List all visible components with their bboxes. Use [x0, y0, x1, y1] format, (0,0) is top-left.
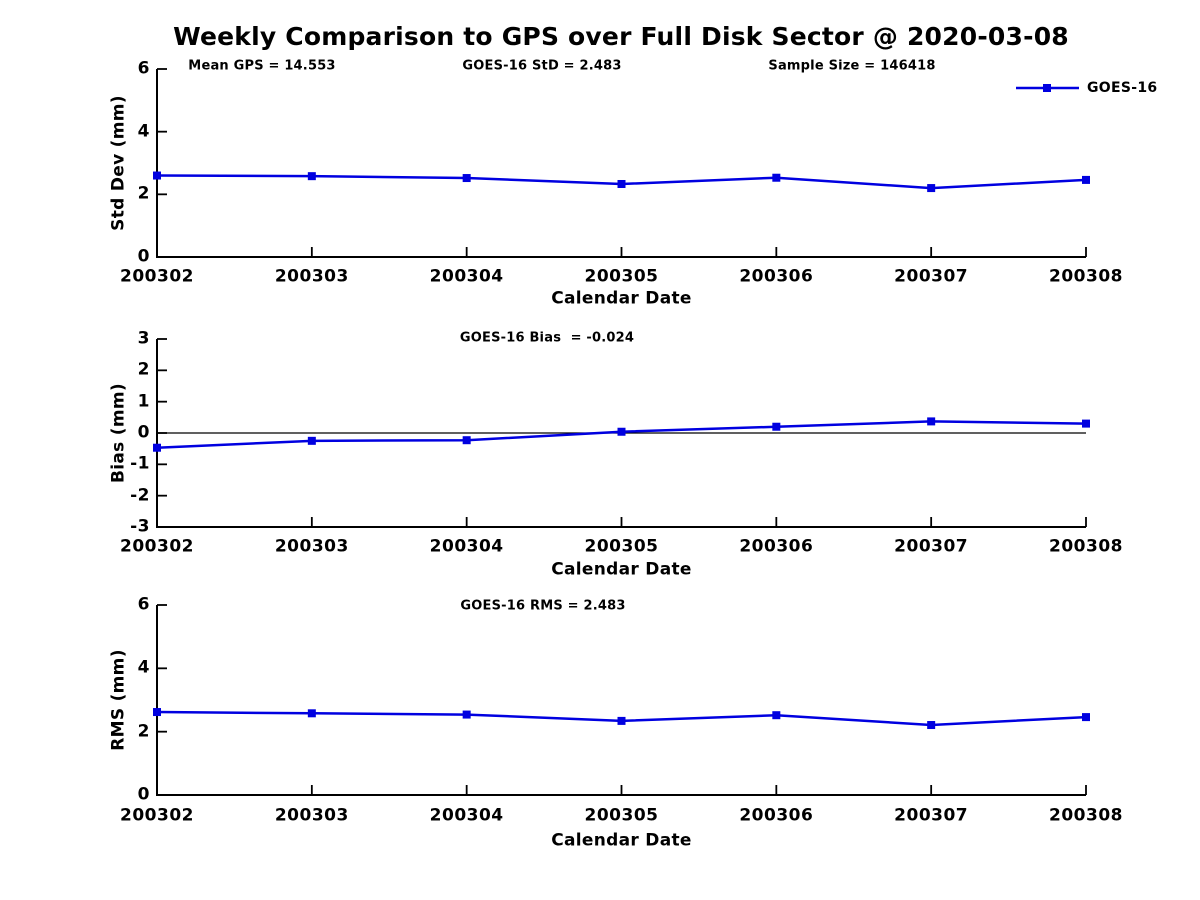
x-tick-label: 200308	[1049, 266, 1123, 287]
annotation-stddev-0: Mean GPS = 14.553	[188, 58, 336, 74]
data-marker	[153, 171, 161, 180]
y-tick-label: 1	[137, 391, 150, 412]
x-tick-label: 200306	[739, 805, 814, 826]
y-tick-label: -3	[130, 516, 150, 537]
data-marker	[927, 184, 936, 193]
data-marker	[617, 427, 626, 436]
y-tick-label: -1	[130, 453, 150, 474]
x-tick-label: 200304	[429, 805, 504, 826]
x-tick-label: 200306	[739, 266, 814, 287]
x-tick-label: 200307	[894, 266, 969, 287]
data-marker	[772, 711, 781, 720]
data-marker	[617, 716, 626, 725]
data-marker	[462, 174, 471, 183]
x-tick-label: 200306	[739, 536, 814, 557]
x-tick-label: 200307	[894, 536, 969, 557]
x-tick-label: 200304	[429, 536, 504, 557]
y-axis-label: Bias (mm)	[108, 383, 129, 483]
page-title: Weekly Comparison to GPS over Full Disk …	[173, 22, 1069, 51]
annotation-bias-0: GOES-16 Bias = -0.024	[459, 330, 635, 346]
x-tick-label: 200302	[120, 266, 194, 287]
data-marker	[153, 443, 161, 452]
annotation-stddev-2: Sample Size = 146418	[768, 58, 936, 74]
data-marker	[772, 422, 781, 431]
y-tick-label: 2	[137, 721, 150, 742]
annotation-stddev-1: GOES-16 StD = 2.483	[462, 58, 622, 74]
y-axis-label: RMS (mm)	[108, 649, 129, 751]
data-marker	[307, 436, 316, 445]
y-tick-label: 4	[137, 121, 150, 142]
x-axis-label: Calendar Date	[551, 559, 692, 580]
data-line	[156, 174, 1087, 190]
x-tick-label: 200304	[429, 266, 504, 287]
x-tick-label: 200302	[120, 805, 194, 826]
data-marker	[772, 173, 781, 182]
y-tick-label: 0	[137, 246, 150, 267]
y-tick-label: 0	[137, 422, 150, 443]
data-marker	[617, 179, 626, 188]
y-tick-label: 2	[137, 183, 150, 204]
y-tick-label: 4	[137, 657, 150, 678]
legend-line-icon	[1016, 84, 1079, 92]
axis-line	[156, 69, 1086, 258]
y-axis-label: Std Dev (mm)	[108, 95, 129, 231]
axis-line	[156, 605, 1086, 796]
x-tick-label: 200302	[120, 536, 194, 557]
y-tick-label: 0	[137, 784, 150, 805]
legend-marker	[1043, 84, 1051, 92]
y-tick-label: 3	[137, 328, 150, 349]
x-tick-label: 200308	[1049, 536, 1123, 557]
data-marker	[153, 708, 161, 717]
data-line	[156, 710, 1087, 727]
data-marker	[462, 436, 471, 445]
data-marker	[927, 417, 936, 426]
x-tick-label: 200305	[584, 536, 659, 557]
y-tick-label: 6	[137, 58, 150, 79]
data-marker	[1082, 419, 1090, 428]
y-tick-label: 6	[137, 594, 150, 615]
data-marker	[1082, 175, 1090, 184]
annotation-rms-0: GOES-16 RMS = 2.483	[460, 598, 626, 614]
legend-label: GOES-16	[1087, 80, 1158, 96]
x-tick-label: 200303	[274, 536, 349, 557]
y-tick-label: -2	[130, 485, 150, 506]
y-tick-label: 2	[137, 359, 150, 380]
x-axis-label: Calendar Date	[551, 830, 692, 851]
data-marker	[307, 172, 316, 181]
x-axis-label: Calendar Date	[551, 288, 692, 309]
data-marker	[462, 710, 471, 719]
x-tick-label: 200303	[274, 805, 349, 826]
x-tick-label: 200305	[584, 266, 659, 287]
data-marker	[1082, 713, 1090, 722]
axis-line	[156, 339, 1086, 528]
legend: GOES-16	[1016, 81, 1157, 95]
x-tick-label: 200305	[584, 805, 659, 826]
x-tick-label: 200303	[274, 266, 349, 287]
data-marker	[927, 721, 936, 730]
data-line	[156, 420, 1087, 449]
x-tick-label: 200307	[894, 805, 969, 826]
x-tick-label: 200308	[1049, 805, 1123, 826]
data-marker	[307, 709, 316, 718]
